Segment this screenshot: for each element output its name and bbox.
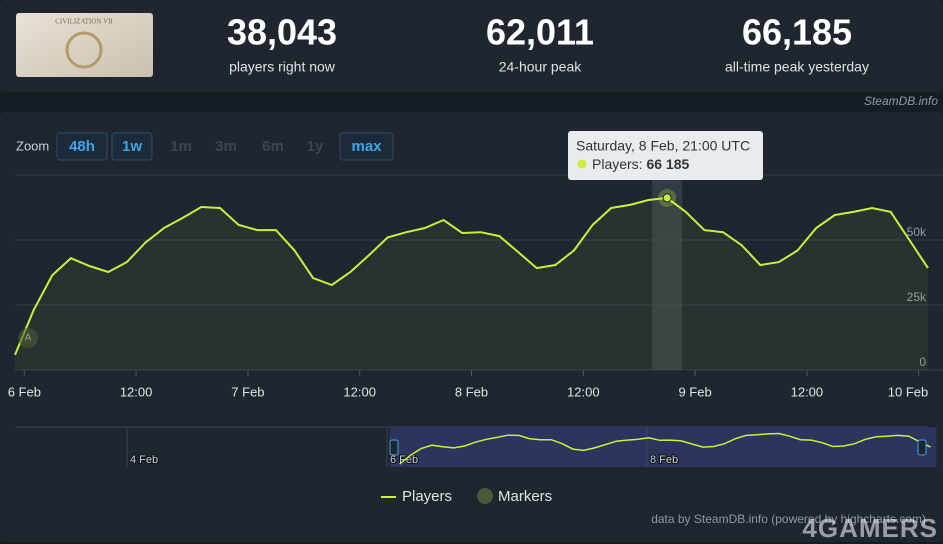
y-tick-label: 0 [919, 355, 926, 369]
stats-panel [0, 0, 943, 92]
stat-value: 66,185 [742, 12, 852, 53]
zoom-label: Zoom [16, 138, 49, 153]
hover-band [652, 175, 683, 370]
players-area [15, 197, 928, 370]
zoom-button-text[interactable]: 1m [170, 138, 192, 155]
x-tick-label: 12:00 [120, 384, 153, 399]
zoom-button[interactable] [111, 132, 153, 161]
navigator-line [399, 432, 931, 465]
x-tick-label: 12:00 [791, 384, 824, 399]
source-label: SteamDB.info [864, 94, 938, 108]
stat-value: 38,043 [227, 12, 337, 53]
hover-point [662, 193, 672, 203]
x-tick-label: 8 Feb [455, 384, 488, 399]
tooltip-series: Players: [592, 156, 643, 172]
game-thumbnail[interactable] [16, 13, 153, 77]
zoom-button-text[interactable]: 1y [307, 138, 324, 155]
stat-label: all-time peak yesterday [725, 59, 869, 75]
thumbnail-emblem [65, 31, 103, 69]
zoom-button-text[interactable]: 1w [122, 138, 142, 155]
zoom-button-text[interactable]: max [351, 138, 382, 155]
zoom-button[interactable] [339, 132, 394, 161]
legend-label[interactable]: Players [402, 488, 452, 505]
x-tick-label: 9 Feb [678, 384, 711, 399]
tooltip [568, 131, 763, 180]
navigator-label: 4 Feb [130, 454, 158, 466]
y-tick-label: 50k [907, 225, 927, 239]
zoom-button-text[interactable]: 48h [69, 138, 95, 155]
y-tick-label: 25k [907, 290, 927, 304]
x-tick-label: 10 Feb [888, 384, 928, 399]
x-tick-label: 6 Feb [8, 384, 41, 399]
navigator-label: 8 Feb [650, 454, 678, 466]
zoom-button-text[interactable]: 3m [215, 138, 237, 155]
marker [18, 328, 38, 348]
tooltip-title: Saturday, 8 Feb, 21:00 UTC [576, 138, 750, 154]
zoom-button[interactable] [56, 132, 108, 161]
stat-value: 62,011 [486, 12, 594, 53]
watermark: 4GAMERS [802, 513, 938, 543]
stat-label: 24-hour peak [499, 59, 583, 75]
x-tick-label: 7 Feb [231, 384, 264, 399]
navigator-selection[interactable] [389, 427, 937, 467]
navigator-handle[interactable] [917, 439, 927, 456]
marker-label: A [25, 333, 32, 344]
players-line [14, 196, 929, 356]
tooltip-label: Players: 66 185 [592, 156, 690, 172]
tooltip-dot [577, 159, 587, 169]
x-tick-label: 12:00 [567, 384, 600, 399]
x-tick-label: 12:00 [343, 384, 376, 399]
legend-label[interactable]: Markers [498, 488, 552, 505]
tooltip-value: 66 185 [646, 156, 689, 172]
stat-label: players right now [229, 59, 336, 75]
navigator-handle[interactable] [389, 439, 399, 456]
legend-marker [477, 488, 493, 504]
credits: data by SteamDB.info (powered by highcha… [651, 512, 926, 526]
thumbnail-title: CIVILIZATION VII [55, 18, 113, 26]
zoom-button-text[interactable]: 6m [262, 138, 284, 155]
